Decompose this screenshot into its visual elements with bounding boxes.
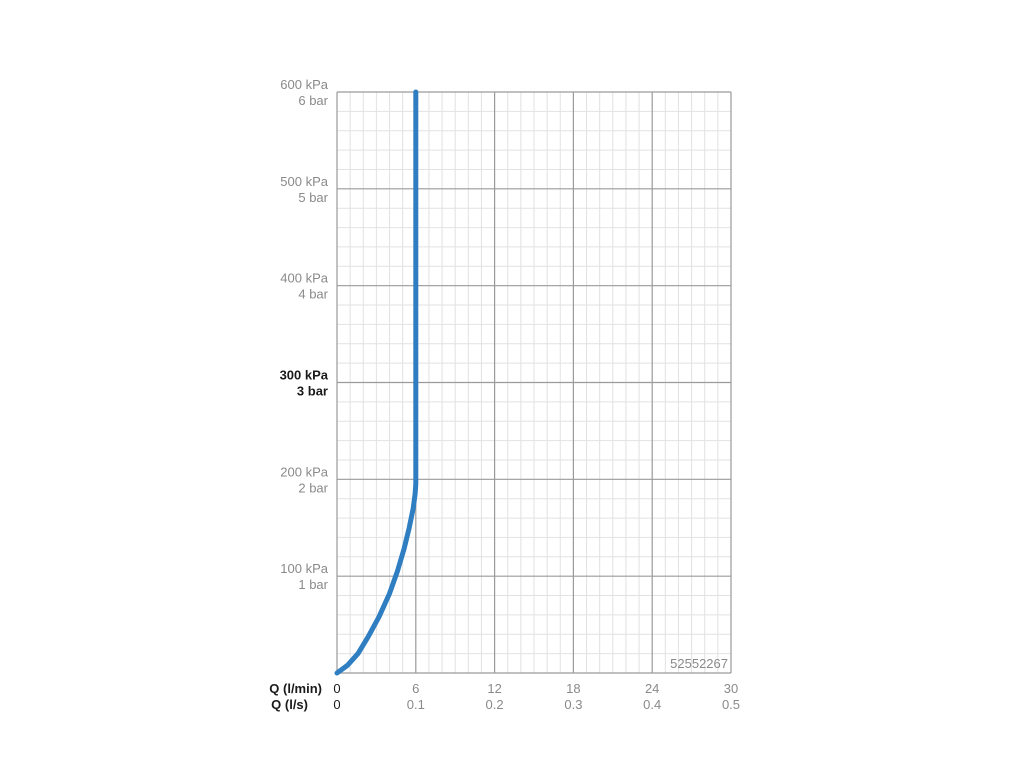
x-axis-secondary-label: Q (l/s) (271, 697, 308, 712)
y-tick-label-bar: 2 bar (298, 480, 328, 495)
y-tick-label-bar: 5 bar (298, 190, 328, 205)
product-code-annotation: 52552267 (670, 656, 728, 671)
y-tick-label-kpa: 400 kPa (280, 271, 328, 286)
x-tick-label-lmin: 24 (645, 681, 659, 696)
series-group (334, 89, 419, 676)
y-tick-label-bar: 3 bar (297, 384, 328, 399)
x-tick-label-ls: 0.4 (643, 697, 661, 712)
x-tick-label-ls: 0.1 (407, 697, 425, 712)
y-tick-label-kpa: 200 kPa (280, 464, 328, 479)
y-tick-label-bar: 6 bar (298, 93, 328, 108)
y-tick-label-bar: 4 bar (298, 287, 328, 302)
y-tick-label-kpa: 300 kPa (280, 368, 329, 383)
x-tick-label-lmin: 6 (412, 681, 419, 696)
y-tick-label-kpa: 100 kPa (280, 561, 328, 576)
x-axis-labels: 00 60.1 120.2 180.3 240.4 300.5 (333, 681, 740, 712)
x-tick-label-lmin: 18 (566, 681, 580, 696)
x-tick-label-ls: 0.2 (486, 697, 504, 712)
x-tick-label-ls: 0.5 (722, 697, 740, 712)
x-tick-label-lmin: 30 (724, 681, 738, 696)
y-tick-label-kpa: 600 kPa (280, 77, 328, 92)
x-tick-label-ls: 0.3 (564, 697, 582, 712)
x-tick-label-ls: 0 (333, 697, 340, 712)
x-axis-primary-label: Q (l/min) (269, 681, 322, 696)
x-tick-label-lmin: 0 (333, 681, 340, 696)
series-line (334, 89, 419, 676)
y-tick-label-bar: 1 bar (298, 577, 328, 592)
y-tick-label-kpa: 500 kPa (280, 174, 328, 189)
x-tick-label-lmin: 12 (487, 681, 501, 696)
